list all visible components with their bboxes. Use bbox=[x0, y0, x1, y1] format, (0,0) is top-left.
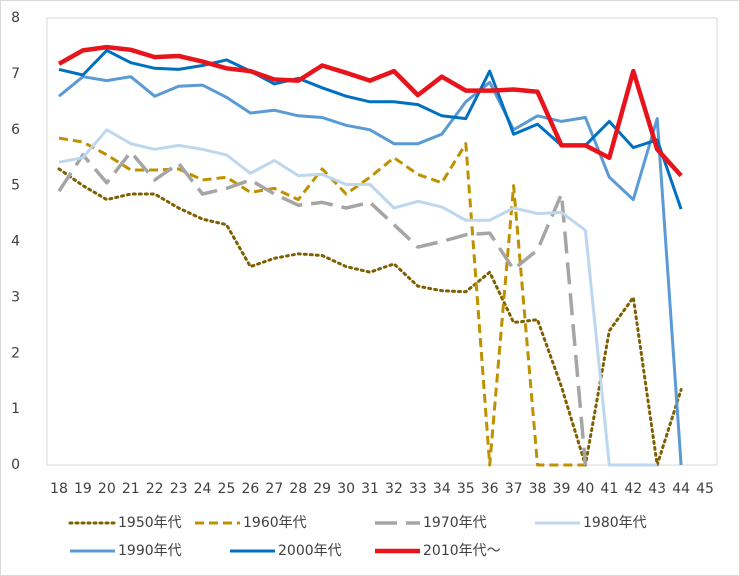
x-tick-label: 35 bbox=[457, 481, 475, 497]
x-tick-label: 39 bbox=[553, 481, 571, 497]
x-tick-label: 40 bbox=[576, 481, 594, 497]
x-tick-label: 22 bbox=[146, 481, 164, 497]
x-tick-label: 18 bbox=[50, 481, 68, 497]
y-tick-label: 8 bbox=[11, 10, 20, 26]
x-tick-label: 41 bbox=[600, 481, 618, 497]
series-line bbox=[58, 75, 683, 466]
x-tick-label: 32 bbox=[385, 481, 403, 497]
legend-label: 2010年代～ bbox=[423, 543, 501, 559]
y-tick-label: 0 bbox=[11, 457, 20, 473]
legend-label: 1990年代 bbox=[118, 543, 182, 559]
legend-label: 1980年代 bbox=[583, 515, 647, 531]
y-tick-label: 4 bbox=[11, 234, 20, 250]
y-tick-label: 7 bbox=[11, 66, 20, 82]
legend-label: 1950年代 bbox=[118, 515, 182, 531]
y-tick-label: 5 bbox=[11, 178, 20, 194]
x-tick-label: 27 bbox=[265, 481, 283, 497]
x-tick-label: 26 bbox=[241, 481, 259, 497]
legend-label: 2000年代 bbox=[278, 543, 342, 559]
y-tick-label: 3 bbox=[11, 289, 20, 305]
legend-label: 1960年代 bbox=[243, 515, 307, 531]
x-tick-label: 28 bbox=[289, 481, 307, 497]
x-tick-label: 42 bbox=[624, 481, 642, 497]
x-tick-label: 33 bbox=[409, 481, 427, 497]
x-tick-label: 21 bbox=[122, 481, 140, 497]
x-tick-label: 44 bbox=[672, 481, 690, 497]
y-tick-label: 1 bbox=[11, 401, 20, 417]
plot-area bbox=[46, 17, 718, 466]
x-tick-label: 38 bbox=[529, 481, 547, 497]
x-tick-label: 24 bbox=[194, 481, 212, 497]
series-line bbox=[58, 128, 658, 467]
x-tick-label: 37 bbox=[505, 481, 523, 497]
x-tick-label: 45 bbox=[696, 481, 714, 497]
x-tick-label: 25 bbox=[218, 481, 236, 497]
y-tick-label: 2 bbox=[11, 345, 20, 361]
legend-label: 1970年代 bbox=[423, 515, 487, 531]
y-tick-label: 6 bbox=[11, 122, 20, 138]
series-line bbox=[57, 150, 588, 466]
x-tick-label: 20 bbox=[98, 481, 116, 497]
x-tick-label: 43 bbox=[648, 481, 666, 497]
x-tick-label: 36 bbox=[481, 481, 499, 497]
x-tick-label: 30 bbox=[337, 481, 355, 497]
x-tick-label: 29 bbox=[313, 481, 331, 497]
series-line bbox=[57, 44, 683, 178]
x-tick-label: 34 bbox=[433, 481, 451, 497]
x-tick-label: 23 bbox=[170, 481, 188, 497]
x-tick-label: 19 bbox=[74, 481, 92, 497]
series-line bbox=[58, 136, 586, 467]
x-tick-label: 31 bbox=[361, 481, 379, 497]
series-line bbox=[57, 167, 683, 467]
